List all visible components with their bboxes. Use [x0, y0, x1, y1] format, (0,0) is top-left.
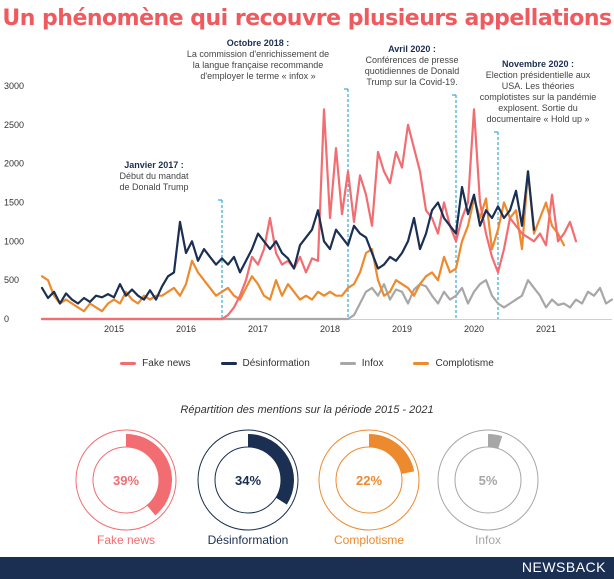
annotation-text: complotistes sur la pandémie	[480, 92, 597, 102]
legend-item: Fake news	[120, 358, 191, 369]
y-tick-label: 2500	[4, 120, 24, 130]
donut-percentage: 39%	[113, 473, 139, 488]
x-tick-label: 2019	[392, 324, 412, 334]
donut-label: Fake news	[97, 533, 155, 547]
legend-swatch	[120, 362, 137, 365]
annotation-text: Conférences de presse	[365, 55, 458, 65]
annotation-title: Octobre 2018 :	[227, 38, 290, 48]
annotation-text: explosent. Sortie du	[498, 103, 578, 113]
legend-label: Complotisme	[435, 358, 494, 369]
x-tick-label: 2020	[464, 324, 484, 334]
pie-caption: Répartition des mentions sur la période …	[180, 404, 434, 416]
donut-percentage: 34%	[235, 473, 261, 488]
annotation-title: Janvier 2017 :	[124, 160, 184, 170]
annotation-text: La commission d'enrichissement de	[187, 49, 329, 59]
y-tick-label: 0	[4, 314, 9, 324]
annotation-text: USA. Les théories	[502, 81, 575, 91]
footer-bar: NEWSBACK	[0, 557, 614, 579]
annotation-title: Avril 2020 :	[388, 44, 436, 54]
chart-legend: Fake news Désinformation Infox Complotisme	[0, 358, 614, 369]
y-tick-label: 3000	[4, 81, 24, 91]
brand-logo: NEWSBACK	[521, 559, 606, 575]
x-tick-label: 2021	[536, 324, 556, 334]
x-tick-label: 2016	[176, 324, 196, 334]
legend-label: Fake news	[142, 358, 191, 369]
donut-label: Désinformation	[208, 533, 289, 547]
donut-outline	[197, 429, 299, 531]
donut-track	[323, 434, 415, 526]
annotation-text: la langue française recommande	[193, 60, 324, 70]
page-title: Un phénomène qui recouvre plusieurs appe…	[2, 6, 612, 31]
x-tick-label: 2018	[320, 324, 340, 334]
donut-slice	[126, 434, 172, 516]
donut-percentage: 5%	[479, 473, 498, 488]
annotation-text: documentaire « Hold up »	[486, 114, 589, 124]
legend-swatch	[413, 362, 430, 365]
donut-outline	[75, 429, 177, 531]
legend-item: Infox	[339, 358, 384, 369]
donut-slice	[369, 434, 415, 474]
donut-hole	[454, 446, 522, 514]
donut-hole	[92, 446, 160, 514]
annotation-text: Election présidentielle aux	[486, 70, 591, 80]
legend-label: Désinformation	[242, 358, 310, 369]
donut-outline	[318, 429, 420, 531]
annotation-text: de Donald Trump	[119, 182, 188, 192]
donut-track	[202, 434, 294, 526]
line-chart: 0 500 1000 1500 2000 2500 3000 2015 2016 2017 2018…	[4, 38, 614, 334]
annotation-text: Début du mandat	[119, 171, 189, 181]
annotation-title: Novembre 2020 :	[502, 59, 574, 69]
donut-track	[442, 434, 534, 526]
y-tick-label: 500	[4, 275, 19, 285]
donut-slice	[248, 434, 295, 505]
series-line-d-sinformation	[40, 170, 536, 305]
legend-item: Complotisme	[413, 358, 494, 369]
donut-label: Complotisme	[334, 533, 404, 547]
y-tick-label: 1500	[4, 198, 24, 208]
series-line-fake-news	[40, 108, 578, 321]
donut-percentage: 22%	[356, 473, 382, 488]
x-tick-label: 2015	[104, 324, 124, 334]
donut-outline	[437, 429, 539, 531]
donut-hole	[335, 446, 403, 514]
annotation-text: d'employer le terme « infox »	[200, 71, 315, 81]
legend-label: Infox	[361, 358, 384, 369]
y-tick-label: 1000	[4, 236, 24, 246]
donut-hole	[214, 446, 282, 514]
donut-label: Infox	[475, 533, 501, 547]
legend-swatch	[220, 362, 237, 365]
donut-slice	[488, 434, 503, 449]
legend-swatch	[339, 362, 356, 365]
y-tick-label: 2000	[4, 159, 24, 169]
donut-track	[80, 434, 172, 526]
annotation-text: quotidiennes de Donald	[365, 66, 460, 76]
x-tick-label: 2017	[248, 324, 268, 334]
annotation-text: Trump sur la Covid-19.	[366, 77, 457, 87]
legend-item: Désinformation	[220, 358, 310, 369]
series-line-infox	[40, 279, 614, 321]
